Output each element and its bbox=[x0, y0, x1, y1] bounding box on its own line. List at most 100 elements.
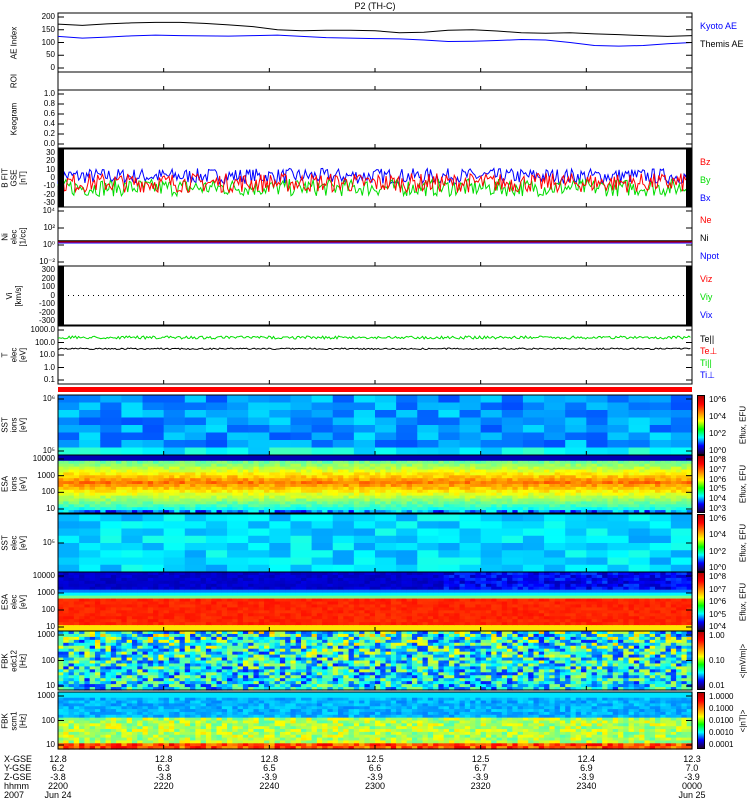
heatmap-cell bbox=[353, 616, 360, 620]
panel-frame bbox=[57, 89, 693, 149]
heatmap-cell bbox=[184, 417, 207, 426]
heatmap-cell bbox=[94, 622, 101, 626]
heatmap-cell bbox=[533, 607, 540, 611]
heatmap-cell bbox=[227, 550, 249, 559]
heatmap-cell bbox=[485, 495, 492, 500]
heatmap-cell bbox=[549, 607, 556, 611]
heatmap-cell bbox=[174, 492, 181, 497]
heatmap-cell bbox=[501, 543, 524, 551]
heatmap-cell bbox=[279, 486, 286, 491]
heatmap-cell bbox=[522, 557, 545, 566]
heatmap-cell bbox=[253, 619, 260, 623]
heatmap-cell bbox=[538, 589, 545, 594]
heatmap-cell bbox=[411, 625, 418, 629]
heatmap-cell bbox=[248, 625, 255, 629]
heatmap-cell bbox=[269, 432, 292, 441]
heatmap-cell bbox=[306, 492, 313, 497]
heatmap-cell bbox=[237, 486, 244, 491]
heatmap-cell bbox=[142, 583, 149, 588]
heatmap-cell bbox=[396, 528, 418, 537]
heatmap-cell bbox=[649, 447, 672, 456]
heatmap-cell bbox=[522, 501, 529, 505]
heatmap-cell bbox=[633, 475, 640, 479]
heatmap-cell bbox=[375, 504, 381, 508]
heatmap-cell bbox=[475, 478, 482, 482]
heatmap-cell bbox=[491, 619, 498, 623]
heatmap-cell bbox=[205, 543, 228, 551]
heatmap-cell bbox=[216, 607, 223, 611]
heatmap-cell bbox=[126, 484, 133, 488]
heatmap-cell bbox=[459, 440, 482, 449]
heatmap-cell bbox=[375, 402, 397, 411]
heatmap-cell bbox=[147, 598, 154, 603]
heatmap-cell bbox=[448, 622, 455, 626]
heatmap-cell bbox=[549, 455, 556, 459]
heatmap-cell bbox=[512, 472, 519, 476]
heatmap-cell bbox=[227, 478, 233, 482]
heatmap-cell bbox=[190, 589, 196, 594]
heatmap-cell bbox=[665, 460, 672, 465]
heatmap-cell bbox=[554, 574, 561, 579]
heatmap-cell bbox=[290, 528, 313, 537]
heatmap-cell bbox=[633, 495, 640, 500]
heatmap-cell bbox=[364, 616, 371, 620]
heatmap-cell bbox=[147, 610, 154, 614]
heatmap-cell bbox=[184, 486, 191, 491]
heatmap-cell bbox=[332, 580, 339, 585]
heatmap-cell bbox=[147, 472, 154, 476]
heatmap-cell bbox=[258, 504, 265, 508]
heatmap-cell bbox=[443, 616, 450, 620]
heatmap-cell bbox=[58, 604, 64, 608]
heatmap-cell bbox=[100, 601, 107, 606]
heatmap-cell bbox=[332, 613, 339, 617]
heatmap-cell bbox=[110, 510, 117, 514]
heatmap-cell bbox=[147, 572, 154, 576]
heatmap-cell bbox=[84, 622, 91, 626]
heatmap-cell bbox=[411, 604, 418, 608]
heatmap-cell bbox=[190, 583, 196, 588]
heatmap-cell bbox=[79, 481, 86, 485]
heatmap-cell bbox=[84, 507, 91, 511]
heatmap-cell bbox=[343, 604, 350, 608]
heatmap-cell bbox=[459, 495, 466, 500]
heatmap-cell bbox=[533, 589, 540, 594]
heatmap-cell bbox=[63, 601, 70, 606]
heatmap-cell bbox=[279, 616, 286, 620]
heatmap-cell bbox=[411, 580, 418, 585]
heatmap-cell bbox=[142, 577, 149, 582]
heatmap-cell bbox=[100, 514, 122, 522]
heatmap-cell bbox=[353, 589, 360, 594]
heatmap-cell bbox=[232, 589, 239, 594]
heatmap-cell bbox=[142, 478, 149, 482]
heatmap-cell bbox=[94, 507, 101, 511]
heatmap-cell bbox=[459, 489, 466, 494]
heatmap-cell bbox=[480, 607, 487, 611]
heatmap-cell bbox=[295, 619, 302, 623]
heatmap-cell bbox=[496, 583, 503, 588]
heatmap-cell bbox=[126, 486, 133, 491]
heatmap-cell bbox=[63, 501, 70, 505]
heatmap-cell bbox=[327, 598, 334, 603]
heatmap-cell bbox=[68, 580, 75, 585]
heatmap-cell bbox=[396, 601, 403, 606]
heatmap-cell bbox=[216, 495, 223, 500]
heatmap-cell bbox=[433, 595, 439, 600]
heatmap-cell bbox=[116, 598, 122, 603]
heatmap-cell bbox=[427, 628, 434, 632]
heatmap-cell bbox=[649, 457, 656, 462]
heatmap-cell bbox=[628, 417, 651, 426]
heatmap-cell bbox=[68, 507, 75, 511]
heatmap-cell bbox=[491, 484, 498, 488]
heatmap-cell bbox=[591, 501, 598, 505]
heatmap-cell bbox=[274, 466, 281, 471]
heatmap-cell bbox=[121, 481, 128, 485]
heatmap-cell bbox=[94, 489, 101, 494]
heatmap-cell bbox=[596, 498, 603, 502]
heatmap-cell bbox=[470, 478, 476, 482]
heatmap-cell bbox=[390, 460, 397, 465]
heatmap-cell bbox=[575, 616, 582, 620]
heatmap-cell bbox=[565, 495, 572, 500]
heatmap-cell bbox=[522, 395, 545, 404]
heatmap-cell bbox=[512, 504, 519, 508]
heatmap-cell bbox=[544, 574, 550, 579]
